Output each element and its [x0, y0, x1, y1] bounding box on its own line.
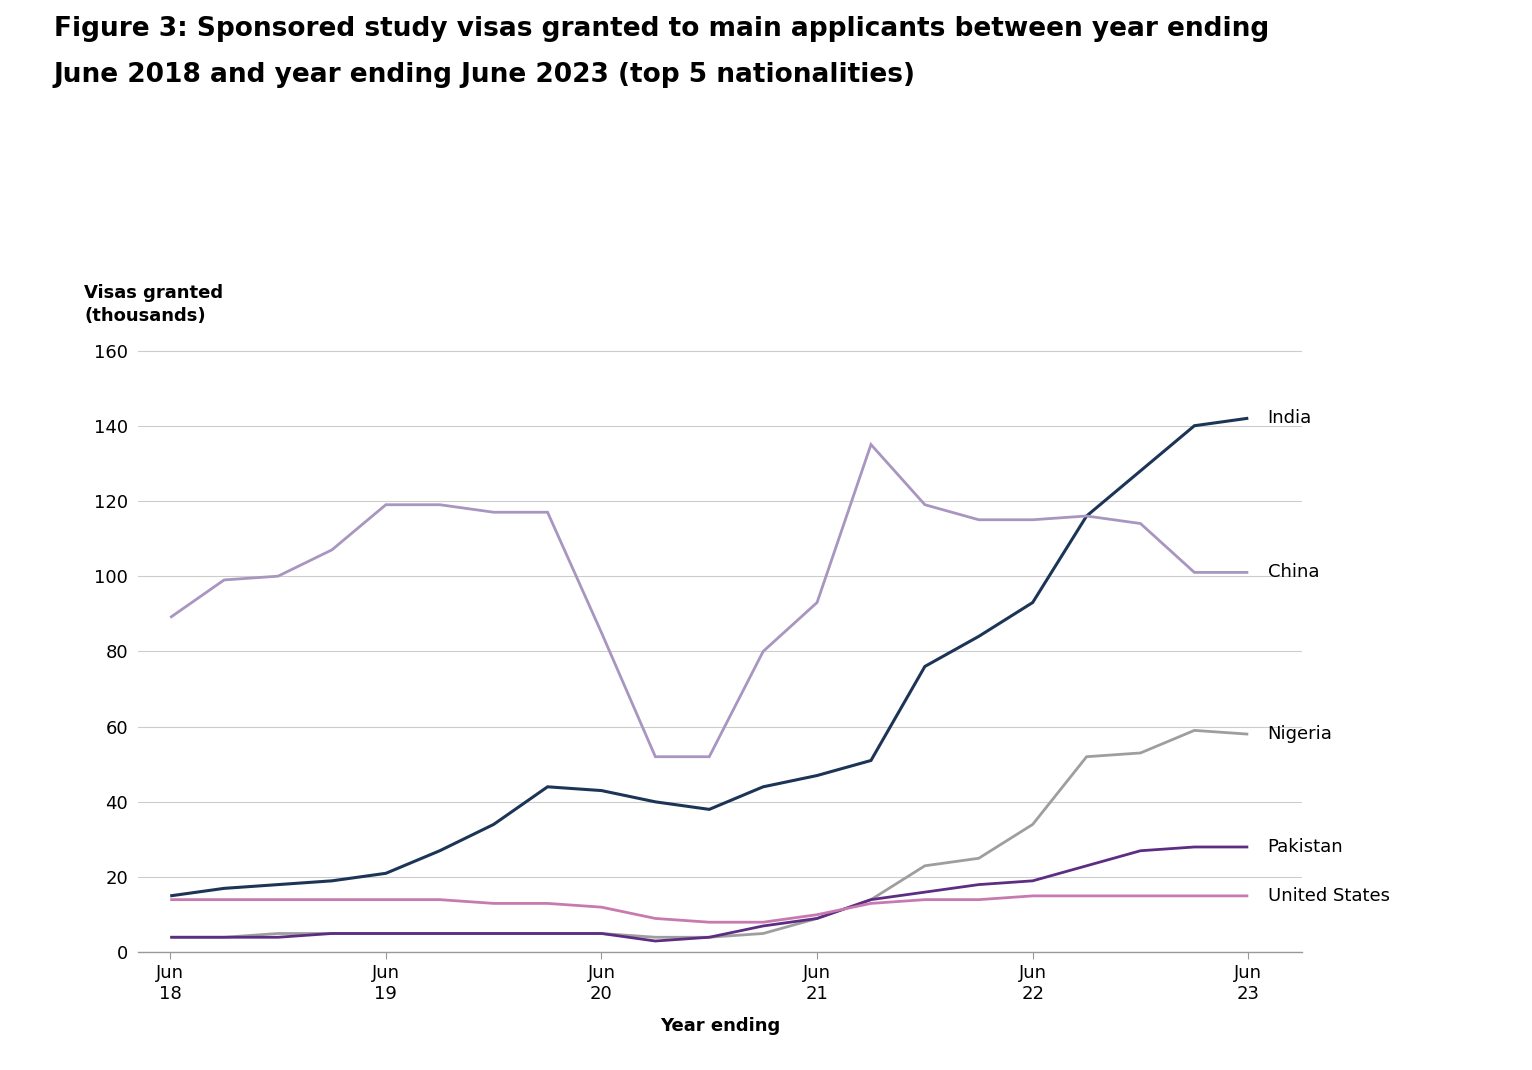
- Text: United States: United States: [1267, 887, 1390, 905]
- Text: India: India: [1267, 409, 1311, 427]
- Text: June 2018 and year ending June 2023 (top 5 nationalities): June 2018 and year ending June 2023 (top…: [54, 62, 916, 88]
- Text: Pakistan: Pakistan: [1267, 838, 1344, 856]
- Text: Nigeria: Nigeria: [1267, 725, 1333, 744]
- Text: China: China: [1267, 564, 1319, 581]
- X-axis label: Year ending: Year ending: [660, 1016, 780, 1035]
- Text: Visas granted
(thousands): Visas granted (thousands): [84, 284, 224, 325]
- Text: Figure 3: Sponsored study visas granted to main applicants between year ending: Figure 3: Sponsored study visas granted …: [54, 16, 1268, 42]
